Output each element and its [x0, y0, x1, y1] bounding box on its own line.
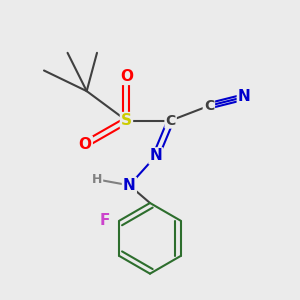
Text: O: O	[79, 136, 92, 152]
Text: C: C	[166, 114, 176, 128]
Text: S: S	[121, 113, 132, 128]
Text: F: F	[100, 213, 110, 228]
Text: O: O	[120, 69, 133, 84]
Text: C: C	[204, 99, 214, 113]
Text: H: H	[92, 173, 102, 186]
Text: N: N	[149, 148, 162, 164]
Text: N: N	[123, 178, 136, 193]
Text: N: N	[238, 89, 250, 104]
